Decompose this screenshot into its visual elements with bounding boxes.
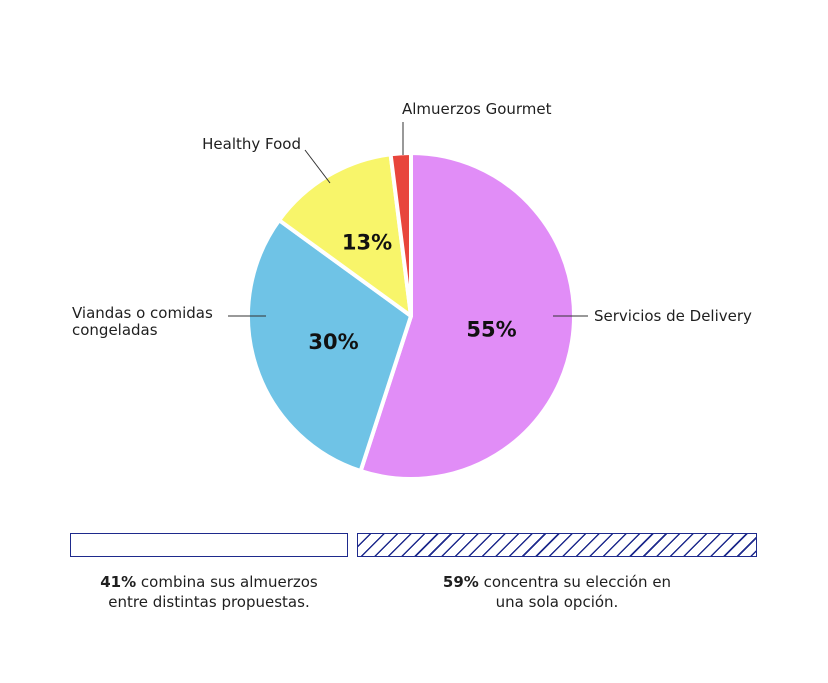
caption-concentra-text2: una sola opción. [495, 593, 619, 611]
pie-slice-viandas-o-comidas-congeladas [246, 218, 413, 474]
pie-slice-healthy-food [277, 152, 413, 318]
caption-combina-text2: entre distintas propuestas. [108, 593, 310, 611]
pie-slices [246, 151, 576, 481]
caption-combina-value: 41% [100, 573, 137, 591]
combina-bar [70, 533, 348, 557]
label-gourmet: Almuerzos Gourmet [402, 100, 552, 118]
label-viandas-line1: Viandas o comidas [72, 304, 213, 322]
pie-slice-almuerzos-gourmet [388, 151, 413, 318]
label-delivery: Servicios de Delivery [594, 307, 752, 325]
label-viandas-line2: congeladas [72, 321, 158, 339]
caption-concentra: 59% concentra su elección en una sola op… [357, 572, 757, 612]
leader-healthy [304, 149, 331, 184]
pie-slice-servicios-de-delivery [358, 151, 576, 481]
pie-percent-labels: 55% 30% 13% [308, 231, 516, 355]
caption-combina: 41% combina sus almuerzos entre distinta… [70, 572, 348, 612]
pie-value-label: 55% [466, 318, 516, 342]
caption-concentra-value: 59% [442, 573, 479, 591]
concentra-bar-hatched [357, 533, 757, 557]
label-healthy: Healthy Food [202, 135, 301, 153]
caption-combina-text1: combina sus almuerzos [136, 573, 318, 591]
pie-value-label: 13% [342, 231, 392, 255]
pie-value-label: 30% [308, 330, 358, 354]
caption-concentra-text1: concentra su elección en [478, 573, 672, 591]
